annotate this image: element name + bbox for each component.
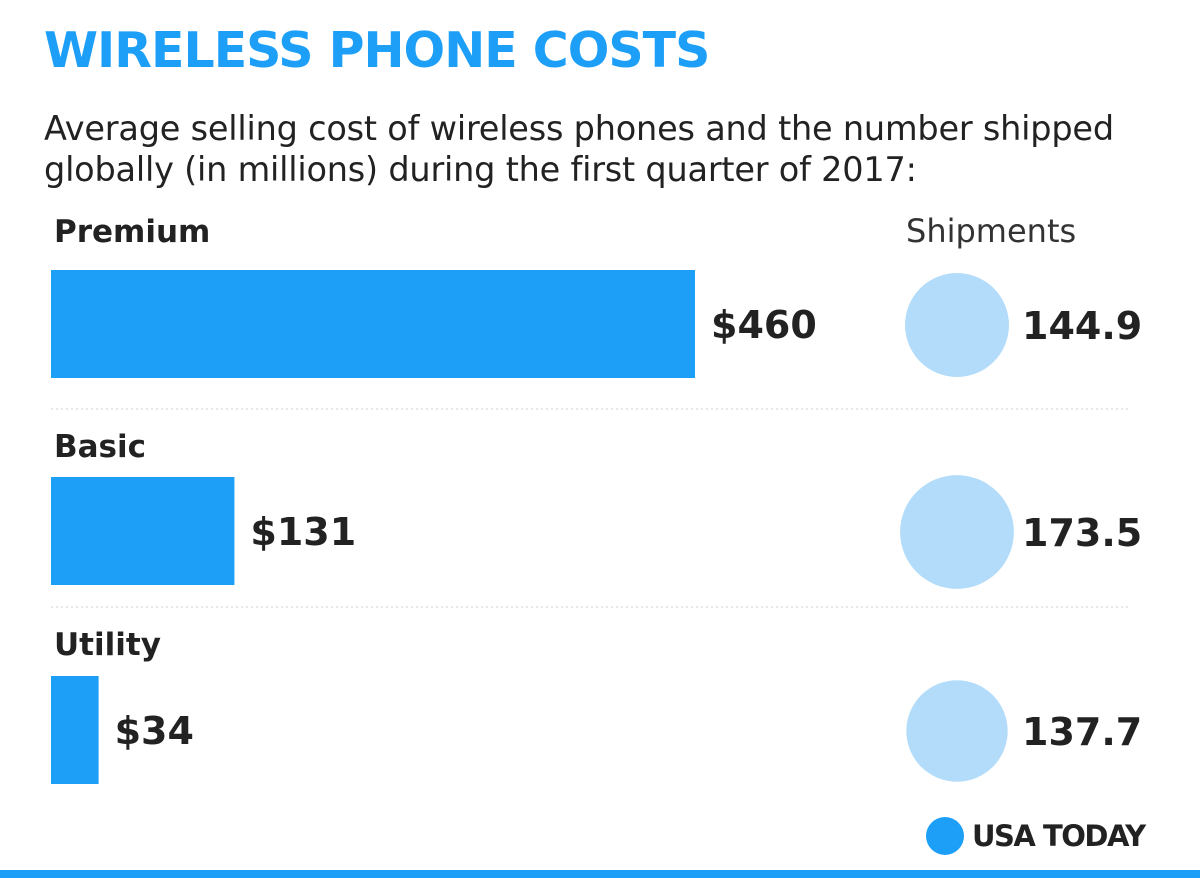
shipment-bubble: [906, 680, 1008, 782]
cost-value-label: $460: [711, 303, 817, 347]
shipment-value-label: 144.9: [1022, 304, 1142, 348]
usa-today-logo: USA TODAY: [926, 817, 1146, 855]
logo-text: USA TODAY: [972, 819, 1146, 853]
shipments-header: Shipments: [906, 212, 1077, 250]
category-label: Premium: [54, 214, 210, 250]
chart-title: WIRELESS PHONE COSTS: [44, 22, 710, 79]
shipment-bubble: [900, 475, 1014, 589]
chart-subtitle: Average selling cost of wireless phones …: [44, 109, 1114, 189]
circle-dot-icon: [926, 817, 964, 855]
shipment-value-label: 173.5: [1022, 511, 1142, 555]
cost-bar: [51, 270, 695, 378]
cost-value-label: $131: [250, 510, 356, 554]
category-label: Utility: [54, 627, 161, 663]
cost-value-label: $34: [115, 709, 194, 753]
bottom-rule: [0, 870, 1200, 878]
cost-bar: [51, 477, 235, 585]
shipment-bubble: [905, 273, 1009, 377]
shipment-value-label: 137.7: [1022, 710, 1142, 754]
cost-bar: [51, 676, 99, 784]
category-label: Basic: [54, 429, 146, 465]
